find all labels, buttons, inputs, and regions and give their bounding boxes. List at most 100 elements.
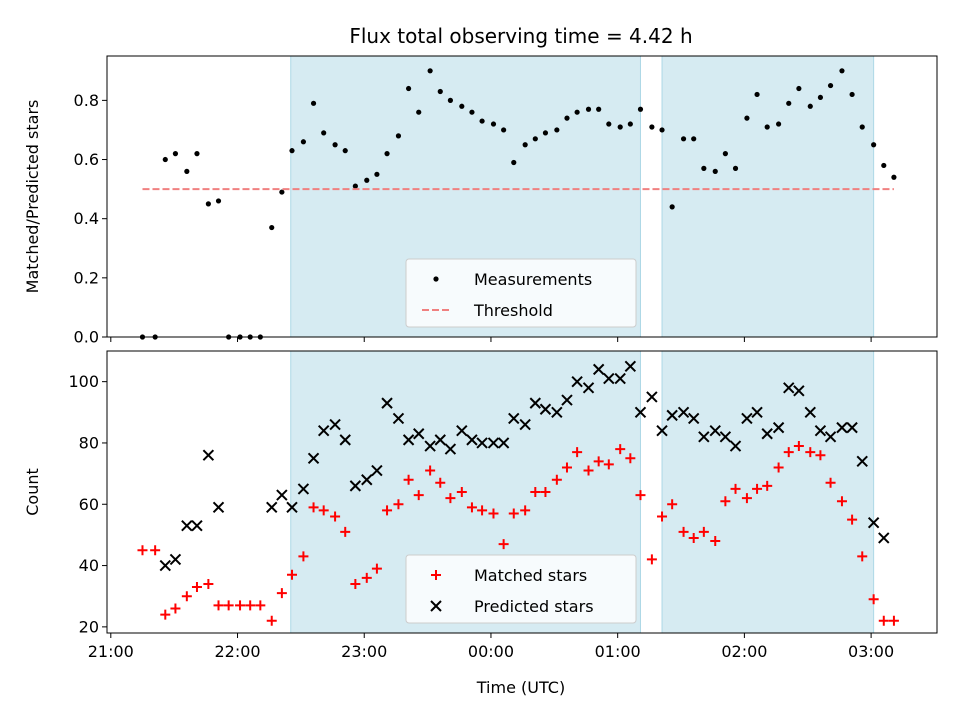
legend-label-predicted-stars: Predicted stars (474, 597, 594, 616)
legend-label-measurements: Measurements (474, 270, 592, 289)
matched-stars-point (160, 609, 171, 620)
measurements-point (416, 109, 422, 115)
y-tick-label: 60 (79, 495, 99, 514)
matched-stars-point (371, 563, 382, 574)
matched-stars-point (857, 551, 868, 562)
predicted-stars-point (772, 421, 785, 434)
matched-stars-point (657, 511, 668, 522)
measurements-point (722, 151, 728, 157)
bottom-panel: 20 40 60 80 100 21:00 22:00 23:00 00:00 01:00 02:… (23, 350, 938, 661)
measurements-point (437, 88, 443, 95)
matched-stars-point (825, 477, 836, 488)
matched-stars-point (245, 600, 256, 611)
predicted-stars-point (709, 424, 721, 437)
matched-stars-point (298, 551, 309, 562)
x-axis-label: Time (UTC) (476, 678, 565, 697)
bottom-panel-legend: Matched stars Predicted stars (405, 554, 637, 624)
predicted-stars-point (286, 501, 298, 514)
matched-stars-point (445, 493, 456, 504)
shaded-interval-2 (661, 350, 875, 634)
measurements-point (321, 130, 327, 136)
matched-stars-point (720, 496, 731, 507)
matched-stars-point (793, 441, 804, 452)
matched-stars-point (603, 459, 614, 470)
matched-stars-point (572, 447, 583, 458)
measurements-point (395, 133, 402, 139)
predicted-stars-point (361, 474, 373, 486)
predicted-stars-point (656, 424, 668, 437)
measurements-point (215, 198, 222, 204)
measurements-point (501, 127, 507, 133)
predicted-stars-point (624, 360, 637, 373)
matched-stars-point (752, 483, 763, 494)
measurements-point (532, 136, 538, 142)
matched-stars-point (235, 600, 246, 611)
predicted-stars-point (677, 406, 690, 419)
predicted-stars-point (603, 372, 615, 385)
matched-stars-point (667, 499, 678, 510)
predicted-stars-point (456, 424, 468, 437)
matched-stars-point (456, 487, 467, 497)
predicted-stars-point (814, 424, 827, 437)
predicted-stars-point (846, 421, 858, 434)
matched-stars-point (330, 511, 341, 522)
y-tick-label: 100 (68, 372, 99, 391)
matched-stars-point (308, 502, 319, 513)
matched-stars-point (350, 578, 361, 589)
matched-stars-point (710, 536, 721, 547)
matched-stars-point (191, 582, 202, 593)
predicted-stars-point (646, 391, 658, 403)
measurements-point (574, 109, 580, 115)
predicted-stars-point (783, 382, 795, 394)
legend-label-threshold: Threshold (473, 301, 553, 320)
matched-stars-point (762, 480, 773, 491)
matched-stars-point (255, 600, 266, 611)
matched-stars-point (593, 456, 604, 467)
x-tick-label: 00:00 (468, 642, 514, 661)
measurements-point (871, 142, 877, 148)
matched-stars-point (508, 508, 519, 519)
top-panel-y-ticks: 0.0 0.2 0.4 0.6 0.8 (74, 91, 107, 347)
predicted-stars-point (761, 428, 773, 440)
measurements-point (405, 85, 412, 92)
predicted-stars-point (424, 440, 436, 452)
x-tick-label: 03:00 (848, 642, 894, 661)
matched-stars-point (615, 444, 626, 455)
predicted-stars-point (508, 412, 520, 425)
predicted-stars-point (729, 440, 742, 452)
predicted-stars-point (476, 437, 488, 449)
predicted-stars-point (276, 489, 288, 501)
measurements-point (352, 183, 358, 189)
measurements-point (786, 100, 792, 106)
measurements-point (205, 201, 211, 207)
predicted-stars-point (169, 553, 182, 566)
matched-stars-point (847, 514, 858, 525)
x-tick-label: 23:00 (341, 642, 387, 661)
matched-stars-point (266, 615, 277, 626)
predicted-stars-point (159, 559, 171, 572)
matched-stars-point (213, 600, 224, 611)
measurements-point (701, 165, 707, 171)
predicted-stars-point (867, 516, 880, 529)
predicted-stars-point (561, 394, 573, 406)
matched-stars-point (382, 505, 393, 516)
predicted-stars-point (878, 532, 890, 544)
predicted-stars-point (487, 437, 500, 449)
predicted-stars-point (497, 437, 510, 449)
predicted-stars-point (793, 385, 805, 397)
measurements-point (469, 109, 475, 115)
measurements-point (691, 136, 697, 142)
x-axis-ticks: 21:00 22:00 23:00 00:00 01:00 02:00 03:00 (88, 633, 894, 661)
predicted-stars-point (349, 480, 362, 492)
predicted-stars-point (434, 434, 446, 446)
matched-stars-point (688, 532, 699, 543)
predicted-stars-point (191, 520, 203, 532)
measurements-point (459, 103, 465, 109)
legend-label-matched-stars: Matched stars (474, 566, 587, 585)
predicted-stars-point (634, 406, 647, 419)
matched-stars-point (783, 447, 794, 458)
measurements-point (764, 124, 770, 130)
measurements-point (479, 118, 485, 124)
predicted-stars-point (413, 428, 425, 440)
matched-stars-point (361, 572, 372, 583)
